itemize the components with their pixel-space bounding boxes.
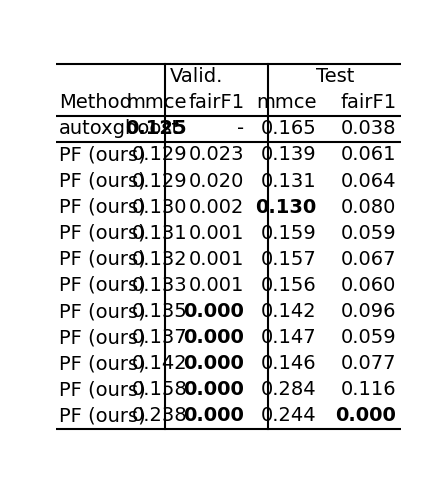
Text: 0.023: 0.023 [189, 146, 244, 165]
Text: PF (ours): PF (ours) [59, 224, 146, 243]
Text: fairF1: fairF1 [188, 93, 244, 112]
Text: 0.165: 0.165 [261, 120, 317, 138]
Text: 0.238: 0.238 [132, 407, 187, 425]
Text: Test: Test [316, 67, 354, 86]
Text: PF (ours): PF (ours) [59, 328, 146, 347]
Text: 0.142: 0.142 [261, 302, 317, 321]
Text: 0.131: 0.131 [261, 171, 317, 191]
Text: PF (ours): PF (ours) [59, 171, 146, 191]
Text: 0.129: 0.129 [132, 146, 187, 165]
Text: 0.067: 0.067 [341, 250, 396, 269]
Text: PF (ours): PF (ours) [59, 354, 146, 373]
Text: PF (ours): PF (ours) [59, 302, 146, 321]
Text: 0.059: 0.059 [341, 328, 396, 347]
Text: 0.000: 0.000 [183, 302, 244, 321]
Text: 0.125: 0.125 [125, 120, 187, 138]
Text: PF (ours): PF (ours) [59, 380, 146, 399]
Text: 0.001: 0.001 [189, 276, 244, 295]
Text: 0.077: 0.077 [341, 354, 396, 373]
Text: 0.096: 0.096 [341, 302, 396, 321]
Text: 0.131: 0.131 [132, 224, 187, 243]
Text: 0.001: 0.001 [189, 224, 244, 243]
Text: 0.000: 0.000 [183, 407, 244, 425]
Text: 0.130: 0.130 [256, 197, 317, 217]
Text: 0.129: 0.129 [132, 171, 187, 191]
Text: 0.158: 0.158 [132, 380, 187, 399]
Text: Method: Method [59, 93, 132, 112]
Text: 0.064: 0.064 [341, 171, 396, 191]
Text: fairF1: fairF1 [340, 93, 396, 112]
Text: 0.157: 0.157 [261, 250, 317, 269]
Text: 0.000: 0.000 [183, 328, 244, 347]
Text: 0.137: 0.137 [132, 328, 187, 347]
Text: mmce: mmce [256, 93, 317, 112]
Text: mmce: mmce [127, 93, 187, 112]
Text: 0.080: 0.080 [341, 197, 396, 217]
Text: 0.284: 0.284 [261, 380, 317, 399]
Text: 0.000: 0.000 [183, 380, 244, 399]
Text: 0.159: 0.159 [261, 224, 317, 243]
Text: 0.244: 0.244 [261, 407, 317, 425]
Text: 0.020: 0.020 [189, 171, 244, 191]
Text: PF (ours): PF (ours) [59, 250, 146, 269]
Text: 0.116: 0.116 [341, 380, 396, 399]
Text: 0.060: 0.060 [341, 276, 396, 295]
Text: 0.061: 0.061 [341, 146, 396, 165]
Text: 0.139: 0.139 [261, 146, 317, 165]
Text: 0.000: 0.000 [335, 407, 396, 425]
Text: 0.147: 0.147 [261, 328, 317, 347]
Text: PF (ours): PF (ours) [59, 146, 146, 165]
Text: 0.132: 0.132 [132, 250, 187, 269]
Text: 0.135: 0.135 [132, 302, 187, 321]
Text: Valid.: Valid. [170, 67, 223, 86]
Text: 0.156: 0.156 [261, 276, 317, 295]
Text: 0.133: 0.133 [132, 276, 187, 295]
Text: 0.001: 0.001 [189, 250, 244, 269]
Text: 0.142: 0.142 [132, 354, 187, 373]
Text: autoxgboost: autoxgboost [59, 120, 180, 138]
Text: -: - [237, 120, 244, 138]
Text: PF (ours): PF (ours) [59, 407, 146, 425]
Text: 0.000: 0.000 [183, 354, 244, 373]
Text: PF (ours): PF (ours) [59, 197, 146, 217]
Text: 0.146: 0.146 [261, 354, 317, 373]
Text: PF (ours): PF (ours) [59, 276, 146, 295]
Text: 0.059: 0.059 [341, 224, 396, 243]
Text: 0.130: 0.130 [132, 197, 187, 217]
Text: 0.038: 0.038 [341, 120, 396, 138]
Text: 0.002: 0.002 [189, 197, 244, 217]
